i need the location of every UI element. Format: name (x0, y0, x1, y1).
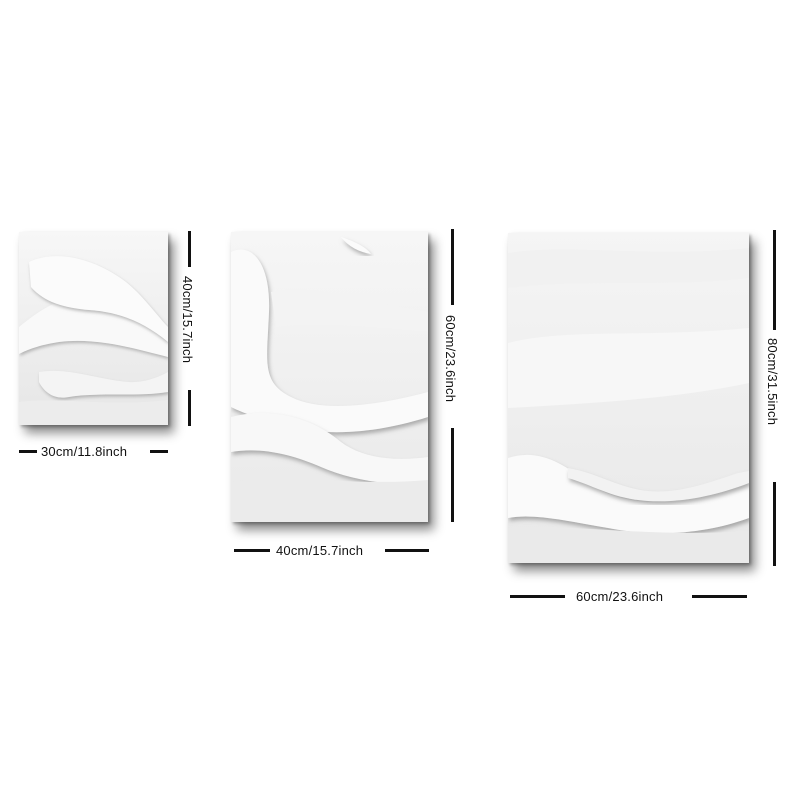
height-label-small: 40cm/15.7inch (180, 276, 195, 364)
canvas-panel-medium (231, 232, 428, 522)
width-dimension-line-medium-right (385, 549, 429, 552)
width-label-medium: 40cm/15.7inch (276, 543, 364, 558)
height-label-medium: 60cm/23.6inch (443, 315, 458, 403)
textured-paint-artwork-large (508, 233, 749, 563)
height-dimension-line-medium-top (451, 229, 454, 305)
width-dimension-line-small-right (150, 450, 168, 453)
height-dimension-line-small-top (188, 231, 191, 267)
width-dimension-line-large-left (510, 595, 565, 598)
width-label-large: 60cm/23.6inch (576, 589, 664, 604)
canvas-panel-large (508, 233, 749, 563)
height-label-large: 80cm/31.5inch (765, 338, 780, 426)
textured-paint-artwork-small (19, 232, 168, 425)
width-dimension-line-medium-left (234, 549, 270, 552)
width-label-small: 30cm/11.8inch (41, 444, 128, 459)
height-dimension-line-medium-bottom (451, 428, 454, 522)
height-dimension-line-large-bottom (773, 482, 776, 566)
canvas-panel-small (19, 232, 168, 425)
textured-paint-artwork-medium (231, 232, 428, 522)
width-dimension-line-small-left (19, 450, 37, 453)
width-dimension-line-large-right (692, 595, 747, 598)
height-dimension-line-large-top (773, 230, 776, 330)
height-dimension-line-small-bottom (188, 390, 191, 426)
